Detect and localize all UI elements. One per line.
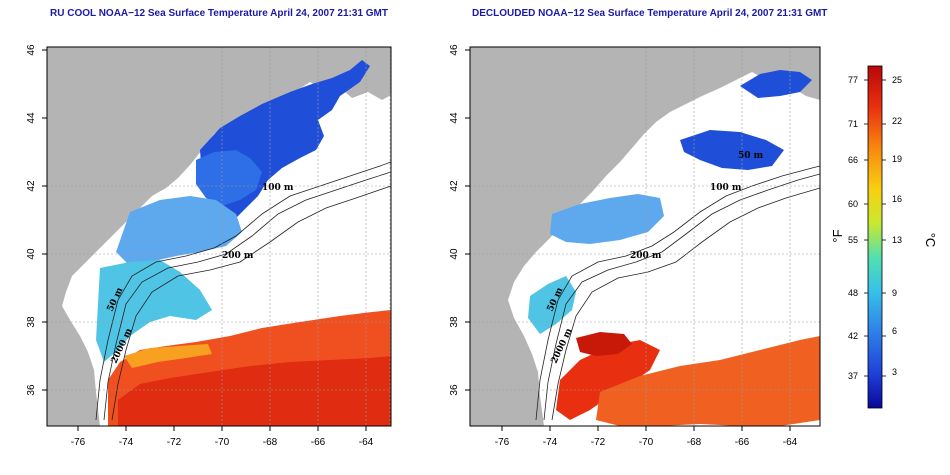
left-lon-tick-76: -76 [71,437,86,448]
colorbar-c-13: 13 [892,235,902,245]
left-contour-2000m [111,185,391,421]
left-lat-tick-46: 46 [26,44,37,56]
right-lat-tick-44: 44 [449,112,460,124]
right-lon-tick-76: -76 [495,437,510,448]
left-lon-tick-66: -66 [311,437,326,448]
right-lon-tick-74: -74 [543,437,558,448]
colorbar-f-60: 60 [848,199,858,209]
left-lon-tick-70: -70 [215,437,230,448]
right-map-panel: 50 m 100 m 200 m 50 m 2000 m [469,46,821,427]
left-land [47,47,391,426]
right-panel-title: DECLOUDED NOAA−12 Sea Surface Temperatur… [472,8,828,19]
right-lon-tick-66: -66 [735,437,750,448]
colorbar-ticks [864,79,886,377]
colorbar-gradient [867,65,883,409]
colorbar-f-55: 55 [848,235,858,245]
colorbar-c-9: 9 [892,288,897,298]
right-depth-label-200m: 200 m [630,251,662,261]
left-lon-tick-74: -74 [119,437,134,448]
left-lon-tick-64: -64 [359,437,374,448]
colorbar-f-77: 77 [848,75,858,85]
right-axis-ticks [465,49,791,431]
right-lat-tick-38: 38 [449,316,460,328]
right-depth-label-100m: 100 m [710,183,742,193]
colorbar-c-25: 25 [892,75,902,85]
left-depth-label-200m: 200 m [222,251,254,261]
right-gulf-stream [556,340,660,420]
left-lat-tick-36: 36 [26,384,37,396]
left-contour-100m [103,171,391,421]
right-lat-tick-40: 40 [449,248,460,260]
right-lon-tick-70: -70 [639,437,654,448]
left-depth-label-100m: 100 m [262,183,294,193]
colorbar-f-66: 66 [848,155,858,165]
left-cloud-cover [218,190,391,304]
right-map-frame [469,46,821,427]
colorbar: 77 71 66 60 55 48 42 37 25 22 19 16 13 9… [830,65,938,409]
right-lat-tick-42: 42 [449,180,460,192]
left-gulf-stream-core [118,356,391,426]
right-shelf-water [550,194,664,244]
colorbar-fahrenheit-unit: °F [830,229,845,242]
right-lon-tick-72: -72 [591,437,606,448]
colorbar-f-48: 48 [848,288,858,298]
left-axis-ticks [42,49,367,431]
right-depth-label-50m-north: 50 m [738,151,764,161]
right-lon-tick-64: -64 [783,437,798,448]
left-panel-title: RU COOL NOAA−12 Sea Surface Temperature … [50,8,388,19]
right-contour-2000m [551,187,820,421]
colorbar-c-3: 3 [892,367,897,377]
right-cold-water-north [740,70,812,98]
right-lat-tick-36: 36 [449,384,460,396]
left-lon-tick-68: -68 [263,437,278,448]
left-contour-200m [95,161,391,421]
colorbar-c-16: 16 [892,194,902,204]
left-map-frame [46,46,392,427]
colorbar-f-71: 71 [848,119,858,129]
left-slope-water [96,260,212,362]
right-warm-eddy [596,336,820,426]
colorbar-celsius-unit: °C [923,233,938,248]
left-graticule [47,47,391,426]
left-lat-tick-40: 40 [26,248,37,260]
right-land [470,47,820,426]
left-shelf-water [116,196,242,264]
right-lon-tick-68: -68 [687,437,702,448]
left-map-panel: 100 m 200 m 50 m 2000 m [46,46,392,427]
colorbar-f-42: 42 [848,331,858,341]
right-cold-water [680,130,784,170]
right-graticule [470,47,820,426]
right-warm-patch [576,332,632,356]
left-gulf-stream-edge [124,344,212,368]
left-lat-tick-38: 38 [26,316,37,328]
colorbar-f-37: 37 [848,371,858,381]
left-lon-tick-72: -72 [167,437,182,448]
left-lat-tick-42: 42 [26,180,37,192]
right-contour-100m [543,173,820,421]
left-cold-water-2 [196,150,262,206]
right-contour-200m [535,165,820,421]
left-lat-tick-44: 44 [26,112,37,124]
colorbar-c-22: 22 [892,116,902,126]
right-lat-tick-46: 46 [449,44,460,56]
colorbar-c-19: 19 [892,154,902,164]
colorbar-c-6: 6 [892,326,897,336]
